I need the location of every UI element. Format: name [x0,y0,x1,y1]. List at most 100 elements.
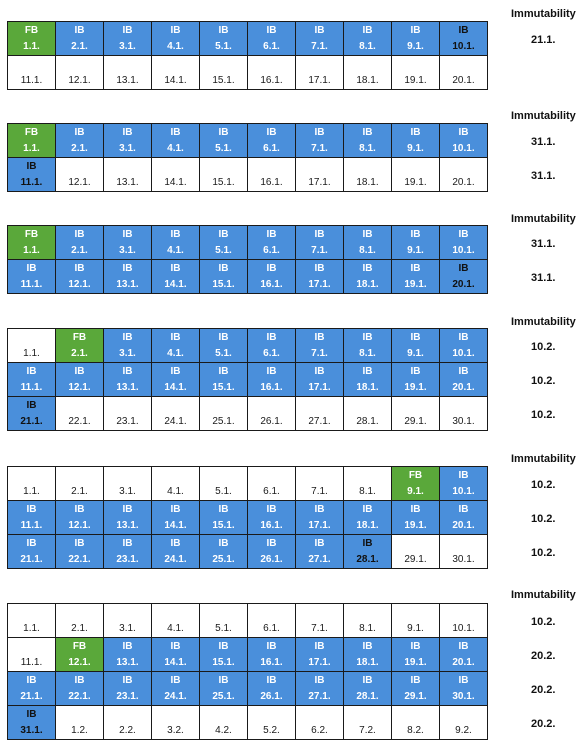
incremental-backup-cell: IB 10.1. [439,21,488,56]
day-date: 22.1. [68,691,91,702]
backup-type-label: IB [122,504,133,515]
schedule-row: 1.1. FB 2.1. IB 3.1. IB 4.1. IB 5.1. IB 6.1. IB 7.1.… [7,328,488,363]
day-cell: 1.1. [7,603,56,638]
backup-type-label: IB [26,709,37,720]
incremental-backup-cell: IB 14.1. [151,637,200,672]
day-date: 20.1. [452,177,475,188]
day-date: 23.1. [116,554,139,565]
day-date: 7.1. [311,348,328,359]
backup-type-label: IB [362,366,373,377]
day-date: 1.1. [23,143,40,154]
backup-type-label: IB [362,229,373,240]
day-date: 13.1. [116,177,139,188]
day-cell: 18.1. [343,55,392,90]
day-cell: 12.1. [55,157,104,192]
day-date: 19.1. [404,520,427,531]
day-date: 19.1. [404,177,427,188]
day-cell: 16.1. [247,55,296,90]
backup-type-label: IB [122,641,133,652]
backup-type-label: IB [362,332,373,343]
day-date: 12.1. [68,520,91,531]
day-cell: 4.1. [151,603,200,638]
backup-type-label: IB [26,400,37,411]
backup-type-label: IB [122,675,133,686]
day-date: 26.1. [260,691,283,702]
backup-type-label: IB [266,229,277,240]
incremental-backup-cell: IB 8.1. [343,225,392,260]
schedule-row: 11.1. FB 12.1. IB 13.1. IB 14.1. IB 15.1. IB 16.1.… [7,637,488,672]
backup-type-label: IB [218,25,229,36]
backup-type-label: IB [314,25,325,36]
incremental-backup-cell: IB 7.1. [295,21,344,56]
backup-type-label: IB [74,127,85,138]
day-date: 1.1. [23,245,40,256]
incremental-backup-cell: IB 20.1. [439,259,488,294]
day-date: 24.1. [164,691,187,702]
day-date: 17.1. [308,520,331,531]
backup-type-label: IB [122,366,133,377]
day-date: 9.1. [407,41,424,52]
day-date: 8.1. [359,623,376,634]
backup-type-label: IB [218,504,229,515]
backup-type-label: IB [458,25,469,36]
full-backup-cell: FB 1.1. [7,123,56,158]
incremental-backup-cell: IB 9.1. [391,225,440,260]
day-cell: 3.2. [151,705,200,740]
day-date: 4.1. [167,623,184,634]
day-date: 3.1. [119,143,136,154]
day-date: 14.1. [164,75,187,86]
day-date: 7.1. [311,41,328,52]
day-cell: 27.1. [295,396,344,431]
day-cell: 4.2. [199,705,248,740]
backup-type-label: FB [72,641,87,652]
day-date: 10.1. [452,41,475,52]
backup-type-label: IB [410,229,421,240]
backup-schedule-grid: 1.1. 2.1. 3.1. 4.1. 5.1. 6.1. 7.1. 8.1. FB 9.1. IB… [7,466,488,569]
day-cell: 20.1. [439,157,488,192]
backup-type-label: IB [458,263,469,274]
backup-type-label: IB [266,25,277,36]
schedule-row: FB 1.1. IB 2.1. IB 3.1. IB 4.1. IB 5.1. IB 6.1. IB 7.… [7,123,488,158]
day-date: 6.1. [263,41,280,52]
day-date: 31.1. [20,725,43,736]
day-date: 2.1. [71,623,88,634]
day-date: 20.1. [452,382,475,393]
day-date: 9.1. [407,143,424,154]
day-date: 4.2. [215,725,232,736]
day-date: 2.1. [71,143,88,154]
day-cell: 13.1. [103,55,152,90]
day-date: 5.1. [215,486,232,497]
incremental-backup-cell: IB 30.1. [439,671,488,706]
backup-type-label: IB [458,229,469,240]
incremental-backup-cell: IB 19.1. [391,500,440,535]
backup-type-label: IB [26,161,37,172]
day-date: 12.1. [68,382,91,393]
day-cell: 7.1. [295,466,344,501]
backup-type-label: IB [410,641,421,652]
day-date: 15.1. [212,279,235,290]
backup-type-label: IB [266,538,277,549]
backup-type-label: IB [362,504,373,515]
day-cell: 28.1. [343,396,392,431]
day-cell: 30.1. [439,534,488,569]
day-cell: 15.1. [199,55,248,90]
day-date: 1.1. [23,41,40,52]
incremental-backup-cell: IB 5.1. [199,328,248,363]
day-date: 10.1. [452,623,475,634]
day-date: 18.1. [356,382,379,393]
incremental-backup-cell: IB 19.1. [391,259,440,294]
incremental-backup-cell: IB 17.1. [295,500,344,535]
schedule-row: IB 11.1. IB 12.1. IB 13.1. IB 14.1. IB 15.1. IB 16.… [7,362,488,397]
backup-type-label: IB [122,538,133,549]
backup-schedule-grid: FB 1.1. IB 2.1. IB 3.1. IB 4.1. IB 5.1. IB 6.1. IB 7.… [7,123,488,192]
day-date: 9.1. [407,245,424,256]
backup-type-label: IB [26,504,37,515]
backup-type-label: FB [408,470,423,481]
day-date: 10.1. [452,143,475,154]
backup-type-label: IB [314,641,325,652]
schedule-row: IB 21.1. IB 22.1. IB 23.1. IB 24.1. IB 25.1. IB 26.… [7,671,488,706]
day-date: 6.1. [263,143,280,154]
day-date: 23.1. [116,691,139,702]
day-date: 1.2. [71,725,88,736]
incremental-backup-cell: IB 19.1. [391,637,440,672]
